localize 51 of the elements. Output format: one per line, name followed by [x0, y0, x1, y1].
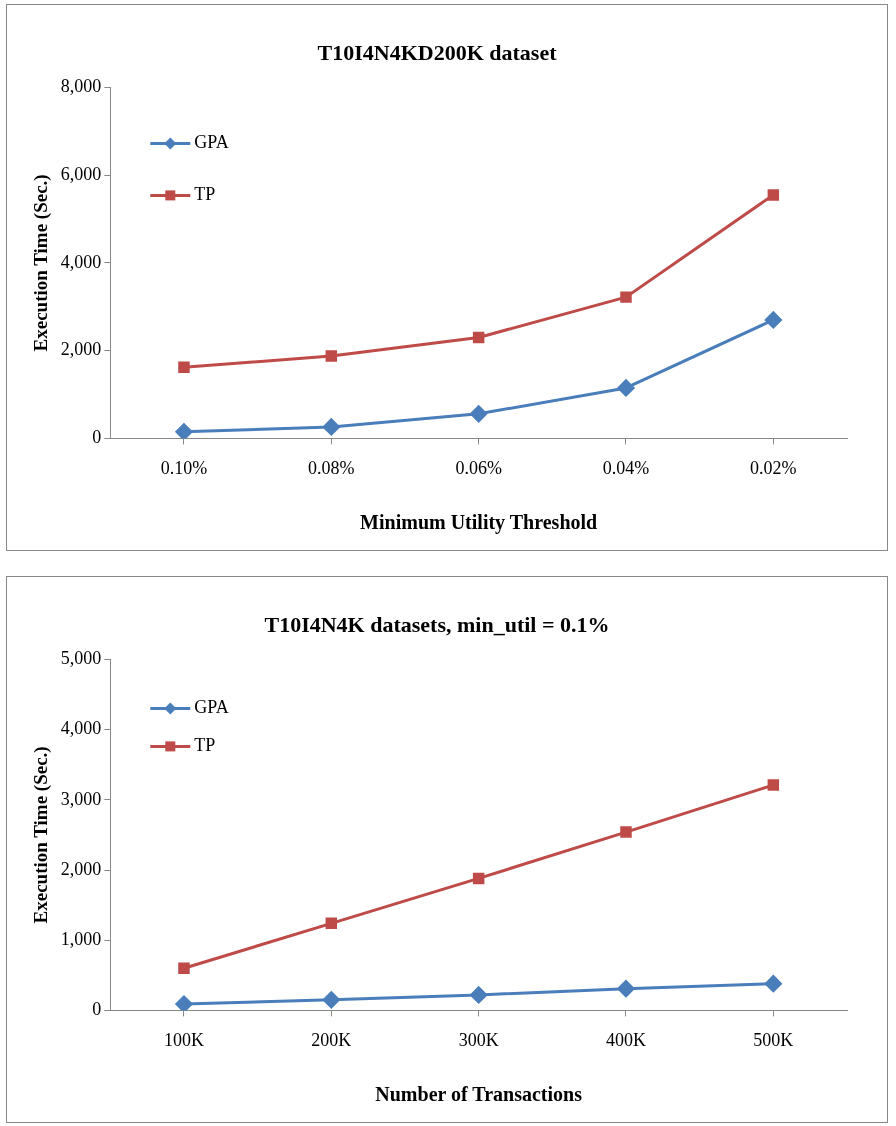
point — [472, 331, 485, 344]
x-tick-label: 0.10% — [160, 457, 208, 478]
y-tick-label: 2,000 — [60, 858, 102, 879]
x-axis-title: Number of Transactions — [375, 1083, 583, 1106]
point — [767, 779, 780, 791]
x-tick-label: 0.06% — [455, 457, 502, 478]
point — [325, 917, 338, 930]
y-tick-label: 2,000 — [60, 339, 102, 360]
y-tick-label: 5,000 — [60, 648, 102, 669]
y-tick-label: 3,000 — [60, 788, 102, 809]
point — [322, 418, 340, 436]
point — [617, 980, 635, 998]
y-tick-label: 0 — [92, 427, 102, 448]
point — [620, 826, 632, 838]
legend-label: TP — [194, 735, 216, 756]
x-tick-label: 500K — [753, 1029, 794, 1050]
y-tick-label: 1,000 — [60, 928, 102, 949]
y-tick-label: 0 — [92, 999, 102, 1020]
y-axis-title: Execution Time (Sec.) — [30, 174, 53, 352]
y-tick-label: 8,000 — [60, 76, 102, 97]
x-axis-title: Minimum Utility Threshold — [360, 511, 598, 535]
point — [764, 311, 782, 329]
x-tick-label: 0.02% — [750, 457, 797, 478]
point — [470, 405, 488, 423]
y-tick-label: 4,000 — [60, 718, 102, 739]
point — [322, 991, 340, 1009]
legend-label: GPA — [194, 132, 229, 153]
point — [470, 986, 488, 1004]
x-tick-label: 0.04% — [602, 457, 650, 478]
point — [175, 995, 193, 1011]
x-tick-label: 0.08% — [308, 457, 355, 478]
x-tick-label: 100K — [163, 1029, 204, 1050]
x-tick-label: 200K — [311, 1029, 352, 1050]
chart-title: T10I4N4KD200K dataset — [317, 39, 558, 65]
y-axis-title: Execution Time (Sec.) — [30, 746, 53, 924]
point — [620, 291, 632, 303]
legend-label: GPA — [194, 697, 229, 718]
point — [175, 423, 193, 439]
y-tick-label: 4,000 — [60, 251, 102, 272]
point — [617, 379, 635, 397]
chart-title: T10I4N4K datasets, min_util = 0.1% — [264, 611, 610, 637]
x-tick-label: 300K — [458, 1029, 499, 1050]
point — [767, 189, 780, 201]
y-tick-label: 6,000 — [60, 163, 102, 184]
point — [764, 975, 782, 993]
x-tick-label: 400K — [605, 1029, 646, 1050]
point — [178, 962, 190, 975]
legend-label: TP — [194, 184, 216, 205]
point — [325, 350, 338, 362]
point — [472, 872, 485, 885]
point — [178, 361, 190, 374]
